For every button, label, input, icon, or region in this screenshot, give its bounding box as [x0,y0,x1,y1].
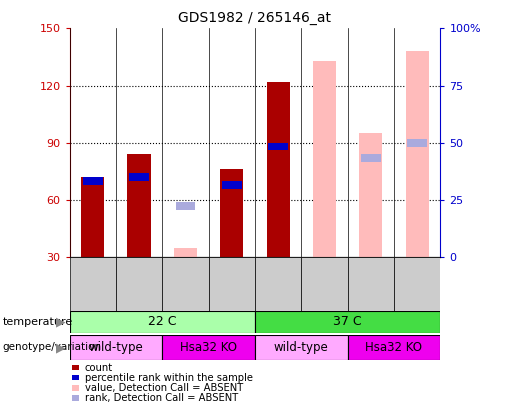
Bar [361,154,381,162]
Bar [255,335,348,360]
Bar [255,257,301,312]
Bar [220,169,243,257]
Bar [70,311,255,333]
Bar [162,257,209,312]
Bar [222,181,242,189]
Bar [407,139,427,147]
Text: value, Detection Call = ABSENT: value, Detection Call = ABSENT [85,383,243,393]
Text: wild-type: wild-type [274,341,329,354]
Text: Hsa32 KO: Hsa32 KO [366,341,422,354]
Bar [174,247,197,257]
Text: wild-type: wild-type [89,341,143,354]
Bar [209,257,255,312]
Bar [405,51,428,257]
Bar [70,335,162,360]
Bar [394,257,440,312]
Bar [176,202,195,209]
Text: ▶: ▶ [56,315,65,328]
Text: 22 C: 22 C [148,315,177,328]
Bar [348,335,440,360]
Text: 37 C: 37 C [333,315,362,328]
Bar [301,257,348,312]
Text: Hsa32 KO: Hsa32 KO [180,341,237,354]
Bar [70,257,116,312]
Text: temperature: temperature [3,317,73,327]
Bar [129,173,149,181]
Bar [348,257,394,312]
Title: GDS1982 / 265146_at: GDS1982 / 265146_at [178,11,332,25]
Bar [268,143,288,150]
Bar [313,61,336,257]
Bar [128,154,150,257]
Bar [81,177,104,257]
Text: count: count [85,363,113,373]
Text: percentile rank within the sample: percentile rank within the sample [85,373,253,383]
Bar [359,133,382,257]
Bar [83,177,102,185]
Bar [267,82,289,257]
Text: genotype/variation: genotype/variation [3,343,101,352]
Bar [162,335,255,360]
Text: rank, Detection Call = ABSENT: rank, Detection Call = ABSENT [85,393,238,403]
Text: ▶: ▶ [56,341,65,354]
Bar [116,257,162,312]
Bar [255,311,440,333]
